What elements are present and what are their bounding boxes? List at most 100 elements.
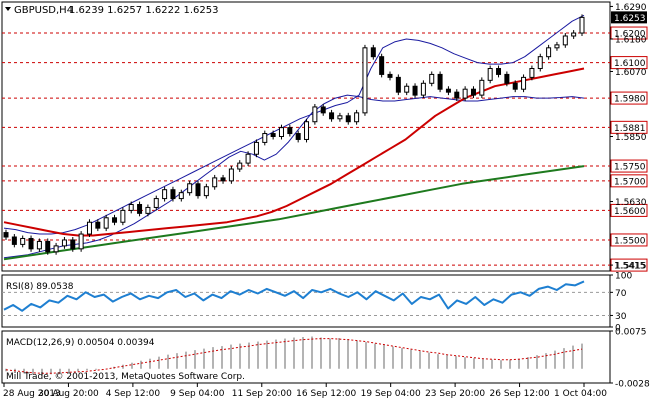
candle xyxy=(496,65,502,78)
macd-signal-line xyxy=(5,338,583,374)
rsi-axis: 100 70 30 0 xyxy=(2,272,632,334)
level-badge xyxy=(610,159,648,173)
candle xyxy=(512,80,518,93)
time-label: 1 Oct 04:00 xyxy=(554,389,607,399)
macd-tick-label: -0.00283 xyxy=(615,380,650,390)
candle xyxy=(278,124,284,140)
level-label: 1.6100 xyxy=(614,59,646,69)
macd-title: MACD(12,26,9) 0.00504 0.00394 xyxy=(6,338,155,348)
time-label: 11 Sep 20:00 xyxy=(232,389,292,399)
candle xyxy=(312,103,318,125)
candle xyxy=(70,237,76,252)
macd-layer xyxy=(5,336,583,376)
level-label: 1.5600 xyxy=(614,207,646,217)
level-badge xyxy=(610,56,648,70)
candlesticks xyxy=(3,14,585,255)
price-tick-label: 1.6180 xyxy=(615,35,647,45)
level-badge xyxy=(610,120,648,134)
candle xyxy=(445,86,451,96)
candle xyxy=(178,189,184,202)
candle xyxy=(437,71,443,93)
current-price-label: 1.6253 xyxy=(614,14,646,24)
candle xyxy=(78,231,84,252)
candle xyxy=(11,234,17,248)
price-tick-label: 1.5850 xyxy=(615,133,647,143)
level-label: 1.5881 xyxy=(614,124,646,134)
rsi-tick-label: 100 xyxy=(615,272,632,282)
candle xyxy=(337,112,343,122)
candle xyxy=(120,207,126,226)
candle xyxy=(504,71,510,87)
candle xyxy=(153,195,159,211)
candle xyxy=(28,235,34,252)
time-label: 16 Sep 12:00 xyxy=(296,389,356,399)
price-tick-label: 1.5630 xyxy=(615,198,647,208)
rsi-tick-label: 70 xyxy=(615,289,627,299)
candle xyxy=(287,124,293,137)
candle xyxy=(345,112,351,125)
candle xyxy=(228,166,234,184)
candle xyxy=(20,235,26,248)
candle xyxy=(462,86,468,102)
slow-ma-line xyxy=(3,165,585,261)
time-label: 28 Aug 2013 xyxy=(3,389,61,399)
candle xyxy=(162,186,168,202)
candle xyxy=(412,83,418,99)
candle xyxy=(36,238,42,252)
time-label: 4 Sep 12:00 xyxy=(106,389,161,399)
candle xyxy=(304,118,310,143)
candle xyxy=(220,174,226,184)
candle xyxy=(128,201,134,214)
candle xyxy=(387,71,393,81)
price-levels: 1.6200 1.6100 1.5980 1.5881 1.5750 1.5700 1.56… xyxy=(2,26,648,272)
candle xyxy=(195,180,201,199)
candle xyxy=(253,139,259,158)
candle xyxy=(420,80,426,99)
rsi-title: RSI(8) 89.0538 xyxy=(6,282,74,292)
candle xyxy=(571,30,577,39)
candle xyxy=(53,242,59,255)
candle xyxy=(61,237,67,249)
candle xyxy=(329,109,335,122)
rsi-tick-label: 0 xyxy=(615,324,621,334)
candle xyxy=(537,53,543,72)
candle xyxy=(487,65,493,84)
price-axis: 1.6290 1.6180 1.6070 1.5850 1.5630 1.5415 xyxy=(610,3,647,272)
candle xyxy=(170,186,176,202)
rsi-line-layer xyxy=(3,280,585,312)
candle xyxy=(404,83,410,96)
level-label: 1.5500 xyxy=(614,236,646,246)
candle xyxy=(203,183,209,199)
level-badge xyxy=(610,26,648,40)
time-label: 19 Sep 04:00 xyxy=(361,389,421,399)
price-tick-label: 1.5415 xyxy=(615,262,647,272)
level-badge xyxy=(610,174,648,188)
candle xyxy=(45,238,51,255)
candle xyxy=(3,229,9,240)
candle xyxy=(554,41,560,51)
collapse-arrow-icon[interactable] xyxy=(5,7,11,11)
time-label: 23 Sep 20:00 xyxy=(425,389,485,399)
time-label: 26 Sep 12:00 xyxy=(490,389,550,399)
level-badge xyxy=(610,233,648,247)
candle xyxy=(103,214,109,232)
macd-axis: 0.0075 -0.00283 xyxy=(610,328,650,390)
candle xyxy=(137,201,143,217)
candle xyxy=(470,86,476,99)
chart-ohlc: 1.6239 1.6257 1.6222 1.6253 xyxy=(69,5,219,16)
copyright-watermark: Mill Trade, © 2001-2013, MetaQuotes Soft… xyxy=(6,372,245,382)
candle xyxy=(187,180,193,196)
rsi-tick-label: 30 xyxy=(615,312,627,322)
time-label: 9 Sep 04:00 xyxy=(170,389,225,399)
candle xyxy=(379,53,385,78)
candle xyxy=(270,130,276,140)
bollinger-lower-line xyxy=(3,94,585,259)
candle xyxy=(454,89,460,102)
candle xyxy=(429,71,435,87)
level-label: 1.6200 xyxy=(614,30,646,40)
candle xyxy=(529,65,535,81)
current-price-badge: 1.6253 xyxy=(611,11,647,24)
candle xyxy=(145,204,151,217)
rsi-line xyxy=(3,280,585,312)
level-badge xyxy=(610,203,648,217)
